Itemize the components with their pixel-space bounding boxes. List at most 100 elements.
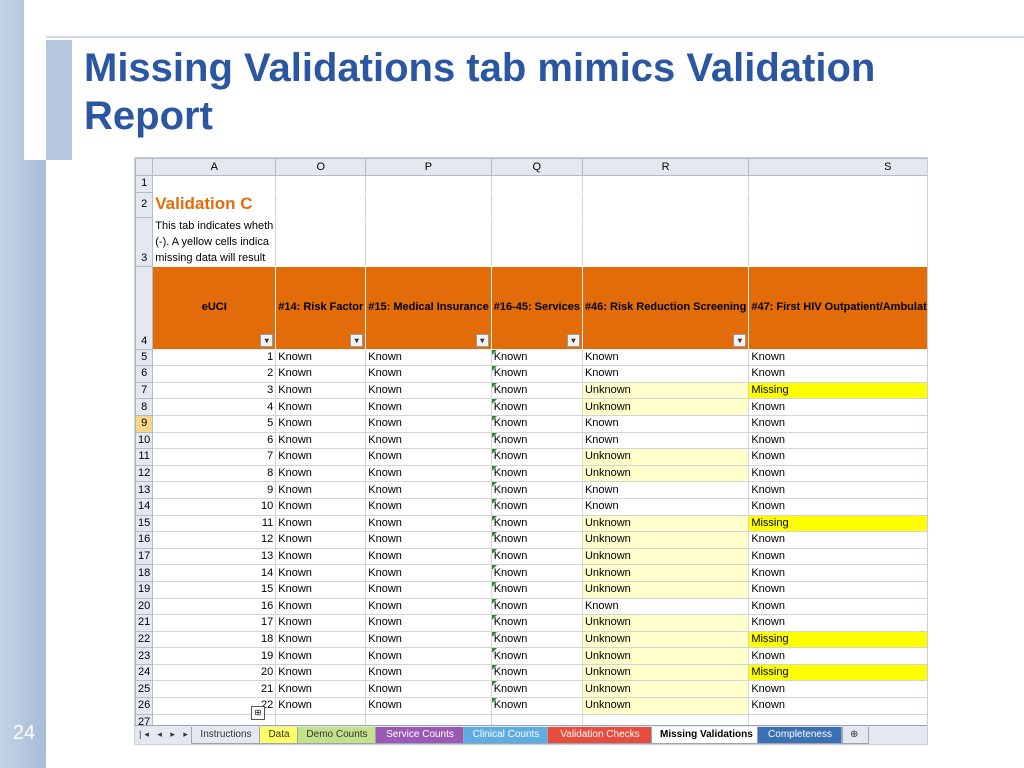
data-cell[interactable]: Known (275, 431, 367, 450)
data-cell[interactable]: Known (365, 431, 492, 450)
data-cell[interactable]: Known (490, 614, 583, 632)
euci-cell[interactable]: 5 (152, 414, 277, 433)
data-cell[interactable]: Known (365, 531, 492, 549)
data-cell[interactable]: Known (490, 365, 583, 383)
column-header[interactable]: Q (490, 158, 583, 176)
data-cell[interactable]: Unknown (581, 531, 750, 549)
data-cell[interactable]: Known (748, 547, 927, 566)
data-cell[interactable]: Known (275, 481, 367, 499)
data-cell[interactable]: Known (365, 365, 492, 383)
data-cell[interactable]: Known (275, 448, 367, 466)
data-cell[interactable]: Known (490, 497, 583, 516)
data-cell[interactable]: Unknown (581, 630, 750, 649)
data-cell[interactable]: Unknown (581, 663, 750, 682)
euci-cell[interactable]: 15 (152, 580, 277, 599)
data-cell[interactable]: Known (748, 481, 927, 499)
data-cell[interactable]: Known (490, 580, 583, 599)
cell[interactable] (365, 216, 492, 267)
data-cell[interactable]: Known (581, 348, 750, 367)
euci-cell[interactable]: 9 (152, 481, 277, 499)
data-cell[interactable]: Known (365, 414, 492, 433)
row-header[interactable]: 1 (135, 175, 154, 193)
data-cell[interactable]: Known (365, 630, 492, 649)
data-cell[interactable]: Unknown (581, 514, 750, 533)
data-cell[interactable]: Known (365, 348, 492, 367)
data-cell[interactable]: Known (581, 365, 750, 383)
data-cell[interactable]: Known (490, 414, 583, 433)
data-cell[interactable]: Known (275, 365, 367, 383)
cell[interactable] (275, 175, 367, 193)
data-cell[interactable]: Known (365, 464, 492, 483)
data-cell[interactable]: Known (275, 614, 367, 632)
data-cell[interactable]: Missing (748, 381, 927, 400)
cell[interactable] (748, 175, 927, 193)
data-cell[interactable]: Known (748, 647, 927, 665)
euci-cell[interactable]: 4 (152, 398, 277, 416)
data-cell[interactable]: Known (365, 663, 492, 682)
data-cell[interactable]: Known (365, 514, 492, 533)
data-cell[interactable]: Known (581, 481, 750, 499)
euci-cell[interactable]: 20 (152, 663, 277, 682)
data-cell[interactable]: Missing (748, 514, 927, 533)
filter-dropdown-icon[interactable]: ▾ (566, 333, 580, 347)
select-all-corner[interactable] (135, 158, 154, 176)
euci-cell[interactable]: 8 (152, 464, 277, 483)
row-header[interactable]: 3 (135, 216, 154, 267)
data-cell[interactable]: Known (490, 514, 583, 533)
data-cell[interactable]: Known (748, 448, 927, 466)
sheet-nav-arrows-icon[interactable]: |◂ ◂ ▸ ▸| (139, 729, 197, 739)
cell[interactable] (490, 191, 583, 218)
data-cell[interactable]: Known (275, 547, 367, 566)
data-cell[interactable]: Known (490, 547, 583, 566)
filter-dropdown-icon[interactable]: ▾ (475, 333, 489, 347)
paste-options-icon[interactable]: ⊞ (251, 706, 265, 720)
cell[interactable] (365, 175, 492, 193)
data-cell[interactable]: Known (365, 564, 492, 582)
cell[interactable] (581, 191, 750, 218)
row-header[interactable]: 17 (135, 547, 154, 566)
row-header[interactable]: 26 (135, 697, 154, 715)
euci-cell[interactable]: 19 (152, 647, 277, 665)
data-cell[interactable]: Known (490, 448, 583, 466)
cell[interactable] (275, 191, 367, 218)
row-header[interactable]: 13 (135, 481, 154, 499)
row-header[interactable]: 24 (135, 663, 154, 682)
cell[interactable] (748, 191, 927, 218)
data-cell[interactable]: Known (365, 697, 492, 715)
data-cell[interactable]: Known (581, 431, 750, 450)
row-header[interactable]: 9 (135, 414, 154, 433)
cell[interactable] (152, 175, 277, 193)
data-cell[interactable]: Known (365, 680, 492, 699)
data-cell[interactable]: Known (275, 680, 367, 699)
data-cell[interactable]: Known (275, 697, 367, 715)
data-cell[interactable]: Known (748, 614, 927, 632)
data-cell[interactable]: Known (275, 531, 367, 549)
data-cell[interactable]: Known (490, 663, 583, 682)
column-header[interactable]: O (275, 158, 367, 176)
data-cell[interactable]: Known (581, 414, 750, 433)
data-cell[interactable]: Missing (748, 630, 927, 649)
data-cell[interactable]: Unknown (581, 547, 750, 566)
data-cell[interactable]: Known (490, 597, 583, 616)
data-cell[interactable]: Known (490, 697, 583, 715)
data-cell[interactable]: Known (490, 381, 583, 400)
data-cell[interactable]: Unknown (581, 647, 750, 665)
data-cell[interactable]: Known (365, 448, 492, 466)
row-header[interactable]: 8 (135, 398, 154, 416)
row-header[interactable]: 23 (135, 647, 154, 665)
row-header[interactable]: 6 (135, 365, 154, 383)
row-header[interactable]: 4 (135, 265, 154, 350)
data-cell[interactable]: Known (365, 647, 492, 665)
data-cell[interactable]: Known (490, 431, 583, 450)
data-cell[interactable]: Known (275, 564, 367, 582)
euci-cell[interactable]: 21 (152, 680, 277, 699)
data-cell[interactable]: Known (365, 497, 492, 516)
euci-cell[interactable]: 16 (152, 597, 277, 616)
row-header[interactable]: 14 (135, 497, 154, 516)
data-cell[interactable]: Known (275, 597, 367, 616)
data-cell[interactable]: Known (748, 464, 927, 483)
data-cell[interactable]: Unknown (581, 448, 750, 466)
data-cell[interactable]: Known (748, 697, 927, 715)
data-cell[interactable]: Unknown (581, 464, 750, 483)
data-cell[interactable]: Known (275, 414, 367, 433)
